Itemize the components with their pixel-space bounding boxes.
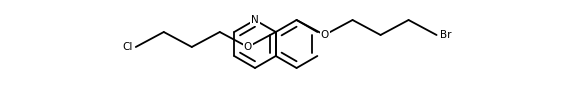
Text: N: N [251,15,259,25]
Text: O: O [244,42,252,52]
Text: O: O [320,30,329,40]
Text: Br: Br [440,30,451,40]
Text: Cl: Cl [122,42,133,52]
